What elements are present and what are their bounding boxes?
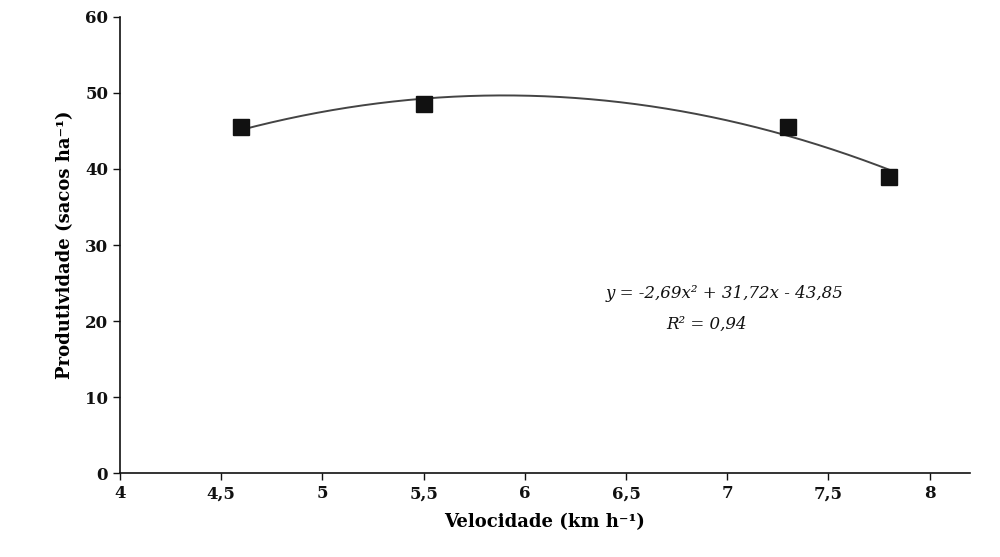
Y-axis label: Produtividade (sacos ha⁻¹): Produtividade (sacos ha⁻¹) [56, 111, 74, 379]
X-axis label: Velocidade (km h⁻¹): Velocidade (km h⁻¹) [445, 514, 645, 531]
Text: R² = 0,94: R² = 0,94 [666, 316, 747, 333]
Text: y = -2,69x² + 31,72x - 43,85: y = -2,69x² + 31,72x - 43,85 [606, 285, 844, 302]
